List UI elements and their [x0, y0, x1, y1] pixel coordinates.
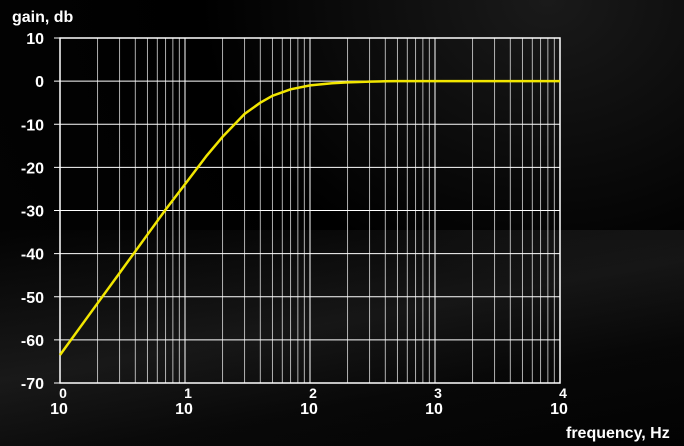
y-tick-label: 0 — [35, 74, 44, 91]
x-tick-exponent: 0 — [59, 385, 67, 401]
y-tick-label: -10 — [21, 117, 44, 134]
x-tick-exponent: 1 — [184, 385, 192, 401]
x-tick-exponent: 3 — [434, 385, 442, 401]
y-tick-label: -30 — [21, 204, 44, 221]
x-tick-base: 10 — [425, 401, 443, 418]
x-tick-base: 10 — [50, 401, 68, 418]
y-tick-label: -40 — [21, 247, 44, 264]
x-tick-base: 10 — [175, 401, 193, 418]
y-axis-label: gain, db — [12, 9, 74, 26]
x-tick-base: 10 — [300, 401, 318, 418]
x-axis-label: frequency, Hz — [566, 425, 670, 442]
y-tick-label: -20 — [21, 160, 44, 177]
y-tick-label: -50 — [21, 290, 44, 307]
y-tick-label: -70 — [21, 376, 44, 393]
x-tick-exponent: 4 — [559, 385, 567, 401]
y-tick-label: -60 — [21, 333, 44, 350]
x-tick-base: 10 — [550, 401, 568, 418]
y-tick-label: 10 — [26, 31, 44, 48]
grid — [60, 38, 560, 383]
y-tick-labels: 10 0 -10 -20 -30 -40 -50 -60 -70 — [21, 31, 60, 393]
x-tick-exponent: 2 — [309, 385, 317, 401]
